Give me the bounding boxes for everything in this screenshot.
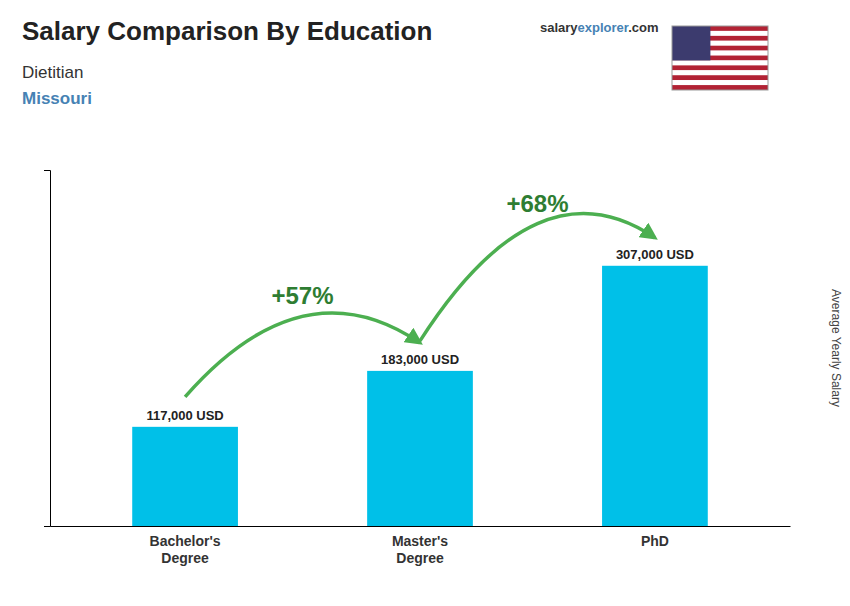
bar bbox=[367, 371, 473, 526]
flag bbox=[672, 26, 768, 90]
x-tick-label: Bachelor'sDegree bbox=[150, 533, 221, 566]
flag-stripe bbox=[672, 75, 768, 80]
chart: Salary Comparison By Education Dietitian M… bbox=[0, 0, 850, 606]
brand: salaryexplorer.com bbox=[540, 20, 659, 35]
annotation-arrow bbox=[420, 213, 655, 340]
flag-stripe bbox=[672, 70, 768, 75]
annotation-arrow bbox=[185, 313, 420, 397]
x-tick: Bachelor'sDegree bbox=[150, 533, 221, 566]
y-axis-line bbox=[44, 171, 51, 527]
subtitle: Dietitian bbox=[22, 63, 83, 82]
brand-part: .com bbox=[628, 20, 658, 35]
data-labels: 117,000 USD 183,000 USD 307,000 USD bbox=[146, 247, 694, 423]
bars bbox=[132, 266, 708, 526]
flag-stripe bbox=[672, 60, 768, 65]
brand-part: explorer bbox=[578, 20, 629, 35]
x-tick: PhD bbox=[641, 533, 669, 549]
plot: Bachelor'sDegree Master'sDegree PhD 117,000… bbox=[44, 171, 791, 567]
flag-canton bbox=[672, 26, 710, 60]
brand-part: salary bbox=[540, 20, 578, 35]
flag-stripe bbox=[672, 85, 768, 90]
y-axis-title: Average Yearly Salary bbox=[829, 289, 843, 407]
flag-border bbox=[672, 26, 768, 90]
x-tick-label: Master'sDegree bbox=[392, 533, 448, 566]
annotations: +57% +68% bbox=[185, 190, 655, 397]
x-axis: Bachelor'sDegree Master'sDegree PhD bbox=[51, 527, 791, 567]
annotation: +57% bbox=[272, 282, 334, 309]
flag-stripe bbox=[672, 80, 768, 85]
flag-stripe bbox=[672, 65, 768, 70]
annotation: +68% bbox=[506, 190, 568, 217]
title: Salary Comparison By Education bbox=[22, 16, 432, 46]
data-label: 117,000 USD bbox=[146, 408, 223, 423]
x-tick-label: PhD bbox=[641, 533, 669, 549]
bar bbox=[602, 266, 708, 526]
subtitle: Missouri bbox=[22, 89, 92, 108]
data-label: 307,000 USD bbox=[616, 247, 694, 262]
data-label: 183,000 USD bbox=[381, 352, 459, 367]
x-axis-line bbox=[51, 526, 791, 527]
x-tick: Master'sDegree bbox=[392, 533, 448, 566]
y-axis bbox=[44, 171, 51, 527]
bar bbox=[132, 427, 238, 526]
